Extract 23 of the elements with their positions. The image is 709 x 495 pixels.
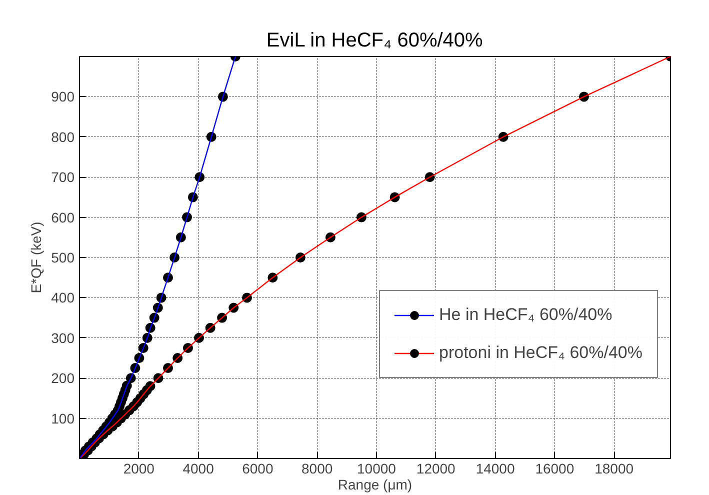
x-tick-label: 2000 xyxy=(123,460,155,476)
y-tick-label: 200 xyxy=(51,370,75,386)
chart-title: EviL in HeCF₄ 60%/40% xyxy=(266,30,484,52)
legend-label: He in HeCF₄ 60%/40% xyxy=(439,305,612,325)
x-tick-label: 6000 xyxy=(242,460,274,476)
y-tick-label: 400 xyxy=(51,290,75,306)
legend-label: protoni in HeCF₄ 60%/40% xyxy=(439,343,642,363)
y-tick-label: 300 xyxy=(51,330,75,346)
x-tick-label: 4000 xyxy=(182,460,214,476)
y-tick-label: 100 xyxy=(51,410,75,426)
x-tick-label: 12000 xyxy=(416,460,456,476)
y-axis-title: E*QF (keV) xyxy=(28,222,44,294)
x-tick-label: 14000 xyxy=(476,460,515,476)
y-tick-label: 900 xyxy=(51,88,75,105)
y-tick-label: 500 xyxy=(51,250,75,266)
x-tick-label: 16000 xyxy=(535,460,574,476)
y-tick-label: 800 xyxy=(51,128,75,145)
x-tick-label: 8000 xyxy=(302,460,333,476)
y-tick-label: 600 xyxy=(51,209,75,226)
x-tick-label: 10000 xyxy=(357,460,396,476)
x-axis-title: Range (μm) xyxy=(338,476,412,492)
y-tick-label: 700 xyxy=(51,169,75,186)
x-tick-label: 18000 xyxy=(594,460,634,476)
